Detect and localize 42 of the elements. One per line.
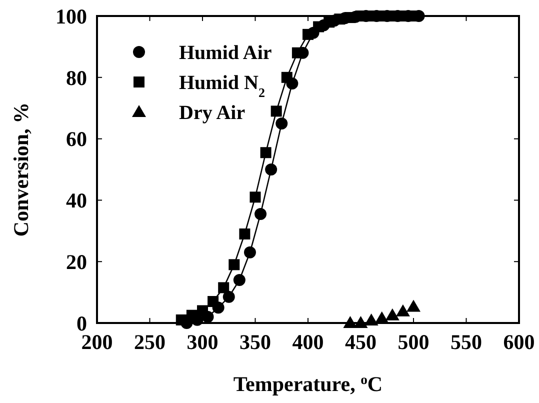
point [281, 72, 292, 83]
x-axis-title: Temperature, $^{o}$C [233, 372, 383, 396]
point [239, 228, 250, 240]
x-tick-label: 600 [503, 330, 535, 354]
point [276, 117, 288, 130]
point [218, 282, 230, 294]
y-tick-label: 40 [66, 188, 87, 213]
x-tick-label: 500 [398, 330, 430, 354]
point [385, 308, 400, 320]
y-tick-label: 20 [66, 250, 87, 274]
point [176, 314, 187, 326]
point [222, 290, 235, 303]
point [228, 259, 240, 270]
y-tick-label: 80 [66, 66, 87, 90]
point [254, 208, 267, 220]
point [396, 304, 410, 316]
point [343, 316, 358, 328]
point [354, 316, 368, 328]
legend-label: Humid Air [179, 42, 272, 64]
x-tick-label: 400 [292, 330, 324, 354]
point [250, 192, 261, 203]
point [406, 300, 420, 312]
point [260, 147, 272, 158]
x-tick-label: 350 [240, 330, 271, 354]
x-tick-label: 300 [186, 330, 218, 354]
legend-label: Dry Air [179, 102, 246, 124]
point [244, 246, 256, 258]
point [208, 296, 219, 308]
point [270, 106, 282, 117]
x-tick-label: 550 [450, 330, 482, 354]
point [313, 21, 324, 32]
point [302, 28, 314, 40]
y-tick-label: 100 [56, 4, 87, 28]
y-axis-title: Conversion, % [9, 102, 33, 237]
point [265, 164, 278, 176]
x-tick-label: 450 [345, 330, 376, 354]
point [364, 314, 378, 326]
y-tick-label: 60 [66, 127, 87, 152]
point [374, 311, 389, 324]
point [233, 274, 246, 286]
x-tick-label: 250 [134, 330, 166, 354]
legend-label: Humid N$_{2}$ [179, 72, 265, 100]
